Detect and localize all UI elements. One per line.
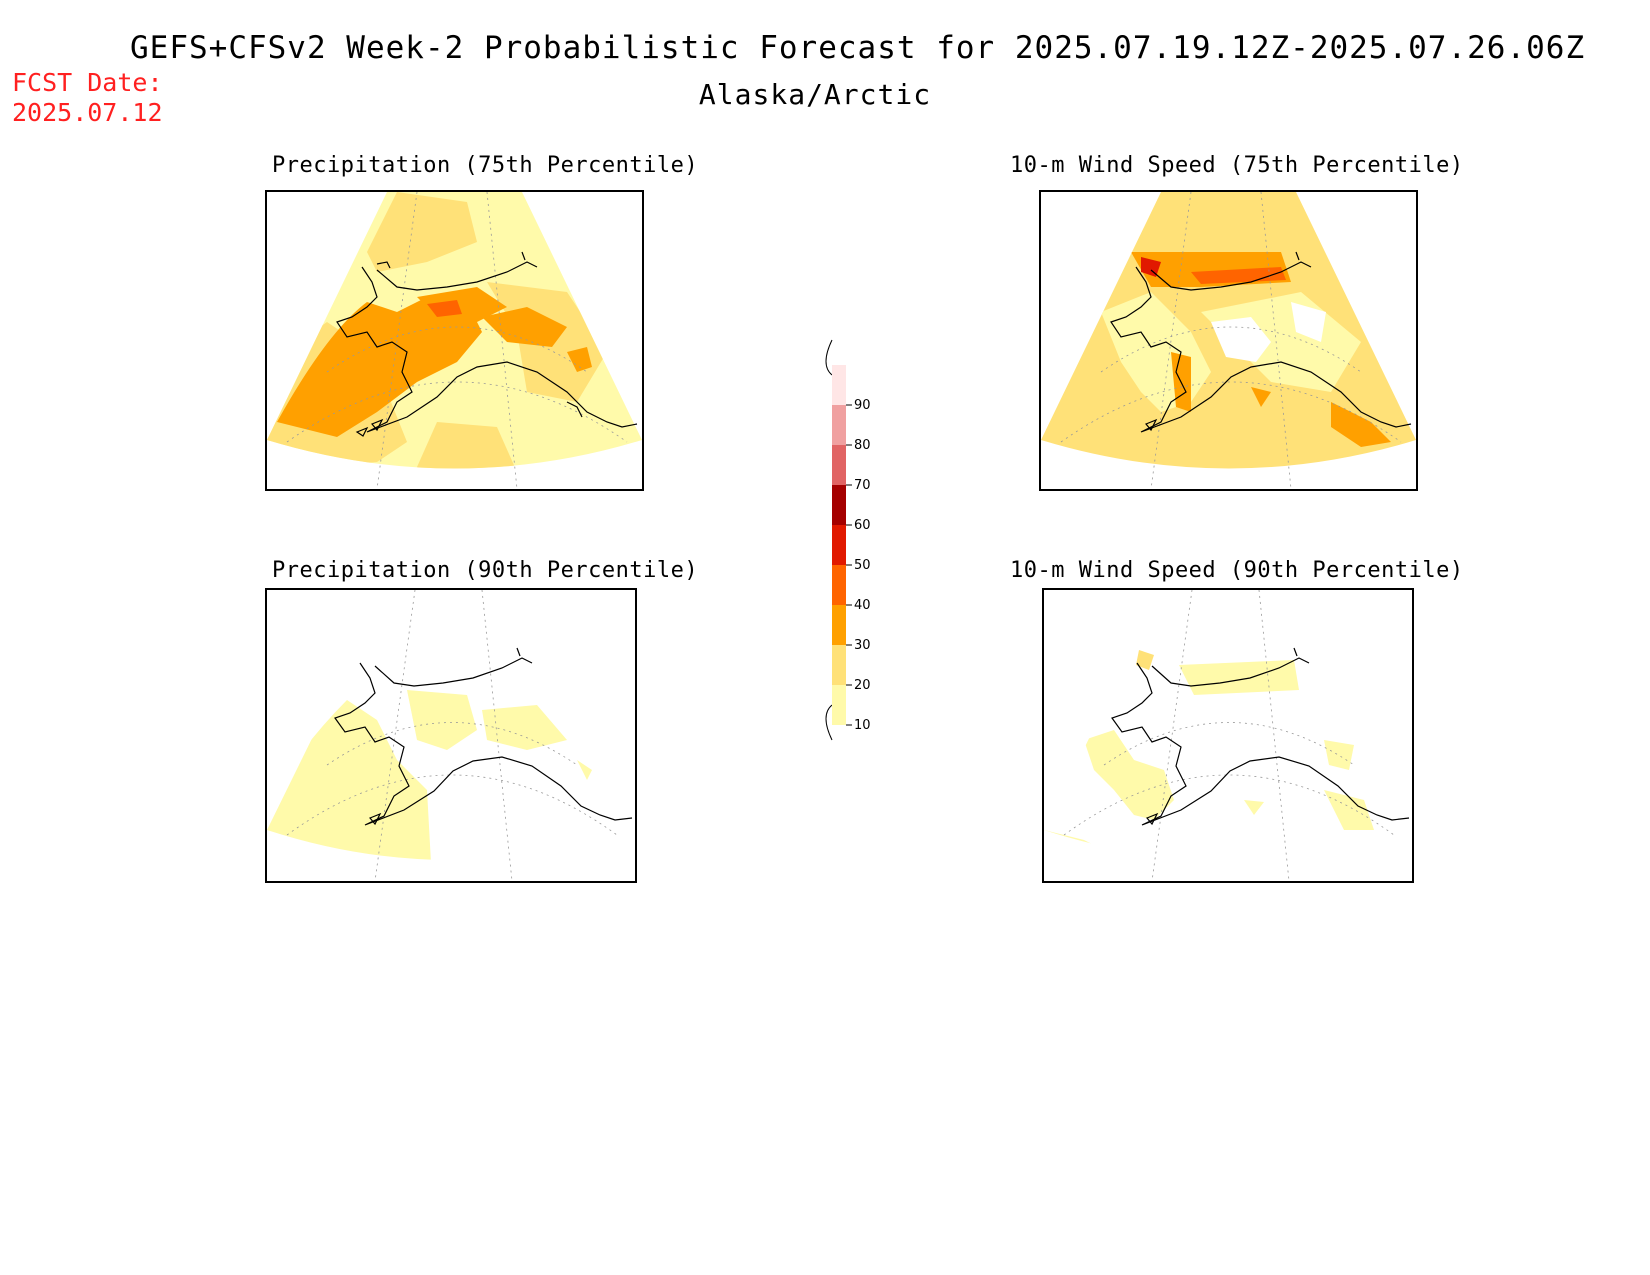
colorbar-box-40-50 (832, 565, 846, 605)
panel-title-precip75: Precipitation (75th Percentile) (272, 153, 699, 178)
forecast-date-label: FCST Date: (12, 68, 163, 97)
colorbar-box-20-30 (832, 645, 846, 685)
region-label: Alaska/Arctic (698, 78, 932, 111)
colorbar-box-60-70 (832, 485, 846, 525)
colorbar-label: 50 (854, 558, 871, 573)
colorbar-svg: 90 80 70 60 50 40 30 20 10 (825, 339, 871, 741)
region-subtitle: Alaska/Arctic (0, 78, 1650, 111)
panel-title-wind90: 10-m Wind Speed (90th Percentile) (1010, 558, 1464, 583)
map-panel-precip75 (265, 190, 644, 491)
forecast-date-value: 2025.07.12 (12, 98, 163, 127)
colorbar-label: 40 (854, 598, 871, 613)
panel-title-precip90: Precipitation (90th Percentile) (272, 558, 699, 583)
graticule (286, 192, 628, 489)
map-precip90 (267, 590, 635, 881)
colorbar-box-90+ (832, 365, 846, 405)
map-panel-wind75 (1039, 190, 1418, 491)
colorbar-bottom-cap (825, 704, 833, 741)
colorbar-label: 20 (854, 678, 871, 693)
colorbar-label: 80 (854, 438, 871, 453)
map-panel-precip90 (265, 588, 637, 883)
map-precip75 (267, 192, 642, 489)
colorbar-box-80-90 (832, 405, 846, 445)
colorbar-box-70-80 (832, 445, 846, 485)
colorbar-label: 10 (854, 718, 871, 733)
panel-title-wind75: 10-m Wind Speed (75th Percentile) (1010, 153, 1464, 178)
map-panel-wind90 (1042, 588, 1414, 883)
map-wind90 (1044, 590, 1412, 881)
colorbar-box-30-40 (832, 605, 846, 645)
forecast-date: FCST Date: 2025.07.12 (12, 68, 163, 128)
colorbar-label: 90 (854, 398, 871, 413)
colorbar: 90 80 70 60 50 40 30 20 10 (820, 335, 890, 749)
coastline (336, 251, 638, 437)
figure-title: GEFS+CFSv2 Week-2 Probabilistic Forecast… (130, 30, 1586, 66)
colorbar-box-10-20 (832, 685, 846, 725)
colorbar-label: 60 (854, 518, 871, 533)
colorbar-label: 70 (854, 478, 871, 493)
fill-40-50 (427, 300, 462, 317)
colorbar-box-50-60 (832, 525, 846, 565)
fill-30-40 (277, 297, 482, 437)
map-wind75 (1041, 192, 1416, 489)
colorbar-label: 30 (854, 638, 871, 653)
colorbar-top-cap (825, 339, 833, 376)
